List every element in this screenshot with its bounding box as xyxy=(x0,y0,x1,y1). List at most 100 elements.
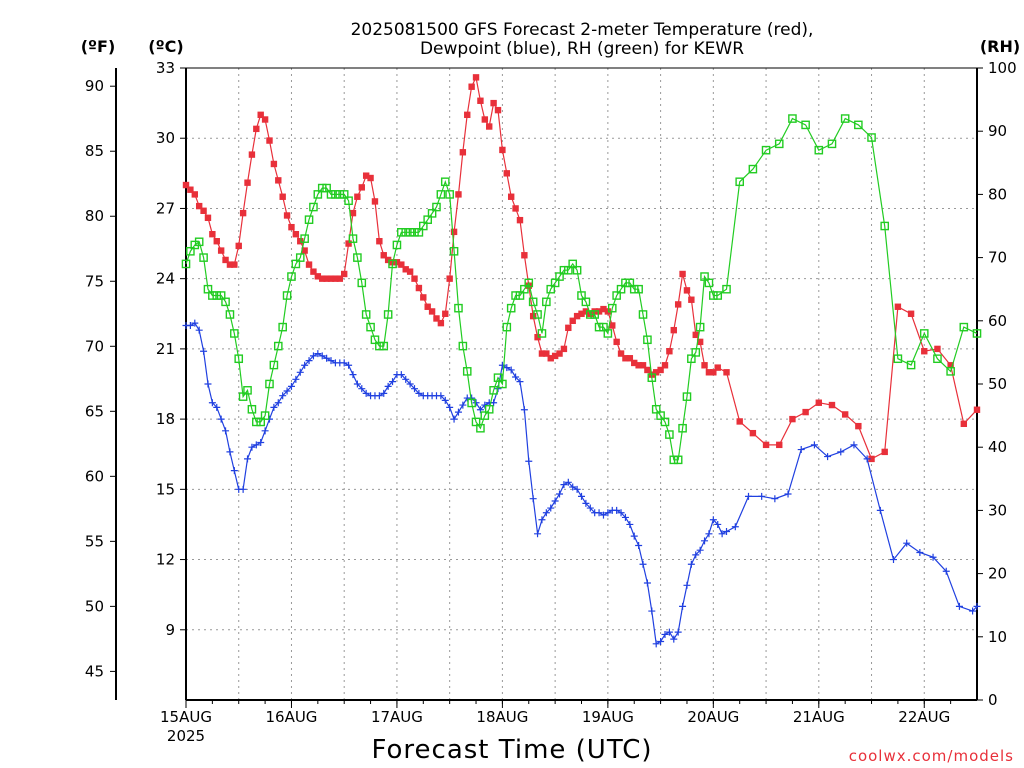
dewpoint-point xyxy=(732,523,739,530)
temperature-point xyxy=(613,339,619,345)
fahrenheit-tick-label: 70 xyxy=(85,337,104,355)
dewpoint-point xyxy=(455,409,462,416)
celsius-tick-label: 24 xyxy=(156,270,175,288)
x-tick-label: 20AUG xyxy=(687,708,739,726)
fahrenheit-tick-label: 45 xyxy=(85,662,104,680)
dewpoint-point xyxy=(640,561,647,568)
dewpoint-point xyxy=(675,629,682,636)
rh-tick-label: 30 xyxy=(988,501,1007,519)
temperature-point xyxy=(306,261,312,267)
temperature-point xyxy=(253,126,259,132)
dewpoint-point xyxy=(648,608,655,615)
dewpoint-point xyxy=(451,416,458,423)
dewpoint-line xyxy=(186,323,977,644)
temperature-point xyxy=(561,346,567,352)
temperature-point xyxy=(517,217,523,223)
temperature-point xyxy=(789,416,795,422)
dewpoint-point xyxy=(679,603,686,610)
rh-tick-label: 50 xyxy=(988,375,1007,393)
rh-tick-label: 70 xyxy=(988,249,1007,267)
dewpoint-point xyxy=(222,427,229,434)
temperature-line xyxy=(186,77,977,459)
dewpoint-point xyxy=(446,404,453,411)
x-tick-label: 17AUG xyxy=(371,708,423,726)
temperature-point xyxy=(908,311,914,317)
temperature-point xyxy=(218,247,224,253)
dewpoint-point xyxy=(262,427,269,434)
credit-text: coolwx.com/models xyxy=(849,747,1014,765)
temperature-point xyxy=(284,212,290,218)
temperature-point xyxy=(468,84,474,90)
chart-title: 2025081500 GFS Forecast 2-meter Temperat… xyxy=(351,20,814,59)
dewpoint-point xyxy=(837,448,844,455)
title-line-2: Dewpoint (blue), RH (green) for KEWR xyxy=(420,39,744,59)
temperature-point xyxy=(240,210,246,216)
temperature-point xyxy=(460,149,466,155)
temperature-point xyxy=(679,271,685,277)
dewpoint-point xyxy=(877,507,884,514)
dewpoint-point xyxy=(525,458,532,465)
rh-tick-label: 100 xyxy=(988,59,1017,77)
temperature-point xyxy=(684,287,690,293)
dewpoint-point xyxy=(297,369,304,376)
temperature-point xyxy=(855,423,861,429)
temperature-point xyxy=(451,229,457,235)
fahrenheit-tick-label: 55 xyxy=(85,532,104,550)
dewpoint-point xyxy=(459,402,466,409)
temperature-point xyxy=(482,116,488,122)
celsius-tick-label: 30 xyxy=(156,129,175,147)
temperature-point xyxy=(715,364,721,370)
temperature-point xyxy=(802,409,808,415)
dewpoint-point xyxy=(688,561,695,568)
temperature-point xyxy=(723,369,729,375)
temperature-point xyxy=(842,411,848,417)
temperature-point xyxy=(359,184,365,190)
celsius-tick-label: 12 xyxy=(156,551,175,569)
temperature-point xyxy=(671,327,677,333)
temperature-point xyxy=(407,268,413,274)
temperature-point xyxy=(205,215,211,221)
temperature-point xyxy=(974,407,980,413)
temperature-point xyxy=(429,308,435,314)
temperature-point xyxy=(438,320,444,326)
dewpoint-point xyxy=(200,348,207,355)
temperature-point xyxy=(297,238,303,244)
celsius-tick-label: 9 xyxy=(165,621,175,639)
dewpoint-point xyxy=(226,448,233,455)
temperature-point xyxy=(376,238,382,244)
temperature-point xyxy=(921,348,927,354)
celsius-tick-label: 18 xyxy=(156,410,175,428)
dewpoint-point xyxy=(240,486,247,493)
temperature-point xyxy=(249,151,255,157)
temperature-point xyxy=(688,297,694,303)
temperature-point xyxy=(477,98,483,104)
temperature-point xyxy=(662,362,668,368)
temperature-point xyxy=(776,442,782,448)
rh-tick-label: 0 xyxy=(988,691,998,709)
dewpoint-point xyxy=(244,455,251,462)
x-tick-label: 21AUG xyxy=(793,708,845,726)
fahrenheit-tick-label: 60 xyxy=(85,467,104,485)
temperature-point xyxy=(367,175,373,181)
temperature-point xyxy=(895,304,901,310)
temperature-point xyxy=(882,449,888,455)
dewpoint-point xyxy=(644,579,651,586)
title-line-1: 2025081500 GFS Forecast 2-meter Temperat… xyxy=(351,20,814,40)
dewpoint-point xyxy=(745,493,752,500)
temperature-point xyxy=(442,311,448,317)
temperature-point xyxy=(763,442,769,448)
temperature-point xyxy=(231,261,237,267)
dewpoint-point xyxy=(556,491,563,498)
x-axis-label: Forecast Time (UTC) xyxy=(371,735,652,765)
temperature-point xyxy=(420,294,426,300)
dewpoint-point xyxy=(349,371,356,378)
axes: 9121518212427303345505560657075808590010… xyxy=(85,59,1017,745)
dewpoint-point xyxy=(521,406,528,413)
x-tick-label: 22AUG xyxy=(898,708,950,726)
dewpoint-point xyxy=(196,327,203,334)
temperature-point xyxy=(490,100,496,106)
temperature-point xyxy=(279,194,285,200)
temperature-point xyxy=(236,243,242,249)
dewpoint-point xyxy=(701,537,708,544)
celsius-tick-label: 27 xyxy=(156,199,175,217)
